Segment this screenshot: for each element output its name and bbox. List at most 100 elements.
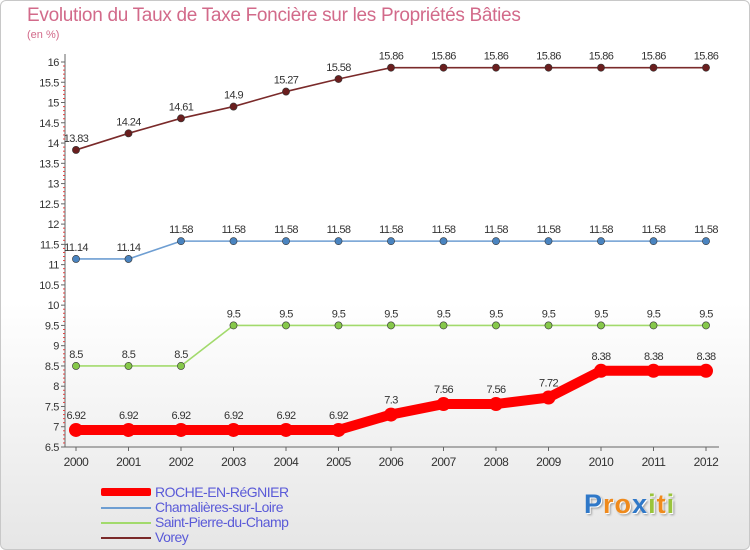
x-tick-label: 2002 (169, 455, 195, 469)
data-label-roche-en-r-gnier: 8.38 (591, 351, 610, 363)
data-label-saint-pierre-du-champ: 9.5 (437, 308, 451, 320)
data-label-roche-en-r-gnier: 7.3 (384, 395, 398, 407)
data-point-chamali-res-sur-loire (177, 237, 185, 246)
data-point-saint-pierre-du-champ (387, 321, 395, 330)
data-point-roche-en-r-gnier (279, 422, 293, 437)
data-point-roche-en-r-gnier (646, 363, 661, 378)
data-label-vorey: 15.86 (431, 51, 456, 63)
y-axis-unit-label: (en %) (27, 29, 60, 41)
data-point-chamali-res-sur-loire (439, 237, 448, 246)
x-tick-label: 2007 (431, 455, 457, 469)
data-label-vorey: 15.86 (641, 51, 666, 63)
data-label-chamali-res-sur-loire: 11.58 (169, 224, 193, 236)
data-point-saint-pierre-du-champ (72, 362, 80, 370)
data-label-chamali-res-sur-loire: 11.58 (694, 224, 718, 236)
data-point-chamali-res-sur-loire (334, 237, 343, 246)
data-point-saint-pierre-du-champ (439, 321, 448, 330)
y-tick-label: 9 (53, 341, 59, 353)
data-label-saint-pierre-du-champ: 9.5 (542, 308, 556, 320)
data-point-chamali-res-sur-loire (544, 237, 553, 246)
data-point-roche-en-r-gnier (384, 407, 398, 422)
data-point-vorey (702, 63, 710, 72)
data-label-roche-en-r-gnier: 7.56 (486, 384, 505, 396)
y-tick-label: 11 (48, 260, 59, 272)
data-point-vorey (334, 75, 343, 83)
logo-letter: x (632, 489, 649, 519)
data-point-chamali-res-sur-loire (702, 237, 710, 246)
data-label-saint-pierre-du-champ: 8.5 (69, 349, 83, 361)
data-point-vorey (439, 63, 448, 72)
data-label-saint-pierre-du-champ: 9.5 (227, 308, 241, 320)
y-tick-label: 10 (48, 300, 60, 312)
data-point-saint-pierre-du-champ (177, 362, 185, 370)
legend-label-saint-pierre-du-champ: Saint-Pierre-du-Champ (155, 514, 289, 530)
data-label-chamali-res-sur-loire: 11.58 (274, 224, 298, 236)
data-point-chamali-res-sur-loire (649, 237, 658, 246)
x-tick-label: 2001 (116, 455, 142, 469)
data-point-roche-en-r-gnier (331, 422, 346, 437)
axes: 6.5 7 7.5 8 8.5 9 9.5 10 10.5 11 11.5 12 12.5 13 13.5 1… (39, 54, 720, 469)
logo-letter: P (584, 489, 604, 519)
data-label-chamali-res-sur-loire: 11.14 (64, 242, 88, 254)
data-label-chamali-res-sur-loire: 11.58 (589, 224, 613, 236)
y-tick-label: 13.5 (39, 158, 59, 170)
y-tick-label: 8 (53, 381, 59, 393)
data-point-vorey (177, 114, 185, 123)
logo-letter: r (603, 489, 615, 519)
data-label-vorey: 15.86 (379, 51, 404, 63)
y-tick-label: 6.5 (45, 442, 59, 454)
data-point-chamali-res-sur-loire (492, 237, 500, 246)
data-point-saint-pierre-du-champ (124, 362, 133, 370)
logo-letter: i (666, 489, 676, 519)
data-label-chamali-res-sur-loire: 11.58 (432, 224, 456, 236)
data-point-saint-pierre-du-champ (597, 321, 605, 330)
data-label-vorey: 15.86 (589, 51, 614, 63)
data-label-vorey: 14.24 (116, 116, 141, 128)
data-point-vorey (544, 63, 553, 72)
y-tick-label: 14.5 (39, 118, 59, 130)
y-tick-label: 14 (48, 138, 60, 150)
data-label-saint-pierre-du-champ: 9.5 (384, 308, 398, 320)
x-tick-label: 2006 (379, 455, 405, 469)
data-label-roche-en-r-gnier: 6.92 (329, 410, 348, 422)
data-point-chamali-res-sur-loire (597, 237, 605, 246)
legend-label-roche-en-regnier: ROCHE-EN-RéGNIER (155, 484, 289, 500)
data-point-roche-en-r-gnier (541, 390, 556, 405)
data-label-roche-en-r-gnier: 6.92 (119, 410, 138, 422)
data-label-saint-pierre-du-champ: 9.5 (279, 308, 293, 320)
logo-letter: o (614, 489, 633, 519)
data-point-chamali-res-sur-loire (387, 237, 395, 246)
series-lines (71, 66, 711, 435)
data-point-saint-pierre-du-champ (702, 321, 710, 330)
data-point-roche-en-r-gnier (226, 422, 241, 437)
data-label-roche-en-r-gnier: 8.38 (696, 351, 715, 363)
data-point-chamali-res-sur-loire (72, 255, 80, 263)
data-point-roche-en-r-gnier (69, 422, 83, 437)
y-tick-label: 15.5 (39, 77, 59, 89)
data-point-roche-en-r-gnier (699, 363, 713, 378)
data-point-saint-pierre-du-champ (229, 321, 238, 330)
data-point-vorey (72, 146, 80, 154)
data-label-chamali-res-sur-loire: 11.58 (484, 224, 508, 236)
data-label-chamali-res-sur-loire: 11.58 (327, 224, 351, 236)
data-point-vorey (492, 63, 500, 72)
data-label-vorey: 15.86 (536, 51, 561, 63)
data-point-saint-pierre-du-champ (334, 321, 343, 330)
y-tick-label: 7.5 (45, 401, 59, 413)
legend-swatch-saint-pierre-du-champ (101, 522, 151, 524)
logo-letter: i (648, 489, 657, 519)
legend-label-chamalieres-sur-loire: Chamalières-sur-Loire (155, 499, 284, 515)
data-label-chamali-res-sur-loire: 11.58 (642, 224, 666, 236)
x-tick-label: 2009 (536, 455, 562, 469)
data-label-saint-pierre-du-champ: 9.5 (594, 308, 608, 320)
data-label-chamali-res-sur-loire: 11.58 (537, 224, 561, 236)
data-point-vorey (597, 63, 605, 72)
data-label-chamali-res-sur-loire: 11.14 (117, 242, 141, 254)
data-label-saint-pierre-du-champ: 9.5 (699, 308, 713, 320)
data-point-vorey (229, 102, 238, 111)
data-label-roche-en-r-gnier: 6.92 (224, 410, 243, 422)
data-label-roche-en-r-gnier: 6.92 (66, 410, 85, 422)
legend-swatch-vorey (101, 537, 151, 539)
y-tick-label: 7 (53, 422, 59, 434)
